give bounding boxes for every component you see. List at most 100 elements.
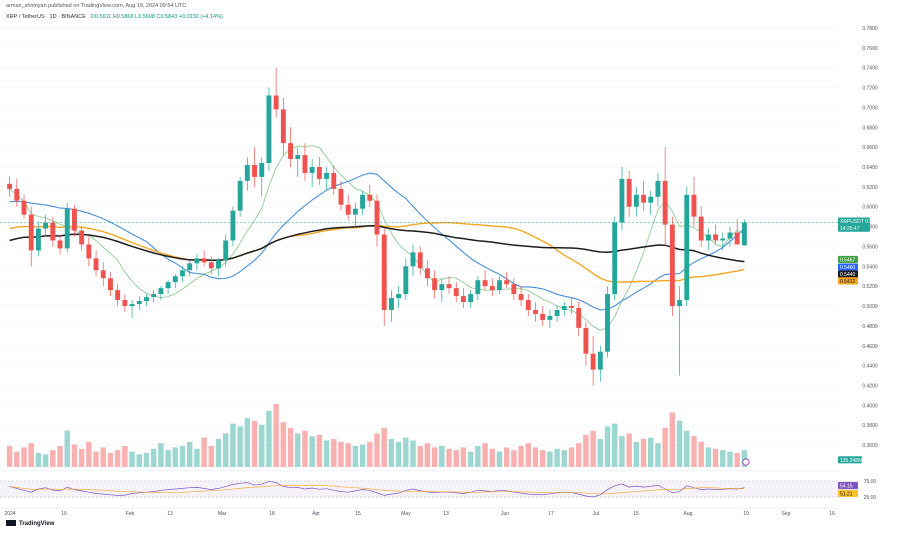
volume-bar — [122, 446, 128, 467]
candle-body — [144, 297, 149, 302]
alert-icon[interactable]: ↓ — [742, 458, 750, 466]
candle-body — [612, 222, 618, 295]
candle-body — [79, 230, 85, 245]
rsi-ma-tag: 51.21 — [838, 489, 858, 497]
volume-bar — [309, 436, 315, 467]
volume-bar — [21, 447, 27, 467]
candle-body — [583, 327, 589, 354]
price-tick-label: 0.5200 — [862, 284, 878, 290]
candle-body — [424, 268, 430, 279]
candle-body — [57, 240, 63, 249]
volume-bar — [50, 450, 56, 467]
volume-bar — [640, 439, 647, 467]
candle-body — [165, 282, 171, 289]
candle-body — [71, 208, 77, 231]
volume-bar — [374, 433, 380, 467]
volume-bar — [345, 443, 351, 467]
volume-bar — [460, 447, 467, 467]
candle-body — [374, 200, 380, 235]
tradingview-logo-icon — [6, 520, 16, 526]
interval-label[interactable]: 1D — [49, 14, 57, 20]
candle-body — [504, 280, 510, 285]
volume-bar — [331, 439, 337, 467]
candle-body — [50, 222, 56, 241]
volume-bar — [648, 437, 654, 467]
candle-body — [230, 210, 236, 241]
volume-bar — [467, 451, 474, 467]
volume-bar — [295, 433, 301, 467]
volume-bar — [525, 443, 532, 467]
candle-body — [518, 294, 524, 301]
candle-body — [223, 240, 229, 261]
candle-body — [324, 172, 330, 179]
volume-bar — [568, 447, 575, 467]
candle-body — [705, 234, 711, 241]
time-tick-label: Jul — [593, 511, 599, 517]
volume-bar — [424, 443, 431, 467]
time-tick-label: 15 — [633, 511, 639, 517]
price-axis[interactable]: 0.7800 0.7600 0.7400 0.7200 0.7000 0.6800 0.66… — [862, 26, 878, 501]
candle-body — [482, 280, 488, 287]
candle-body — [641, 194, 646, 203]
volume-bar — [143, 453, 150, 467]
candle-body — [194, 258, 200, 264]
rsi-ma-line — [9, 485, 745, 495]
price-tick-label: 0.3800 — [862, 423, 878, 429]
volume-bar — [251, 420, 258, 467]
volume-bar — [662, 427, 668, 467]
candle-body — [237, 180, 243, 211]
ma-black-tag-bg — [838, 270, 858, 278]
volume-bar — [215, 439, 222, 467]
volume-bar — [186, 441, 193, 467]
candle-body — [432, 278, 438, 291]
exchange-label: BINANCE — [61, 14, 86, 20]
volume-bar — [165, 450, 171, 467]
candle-body — [86, 244, 92, 259]
price-tick-label: 0.4200 — [862, 383, 878, 389]
symbol-name[interactable]: XRP / TetherUS — [6, 14, 45, 20]
price-tick-label: 0.6600 — [862, 145, 878, 151]
candle-body — [151, 294, 157, 298]
candle-body — [403, 266, 409, 295]
price-tick-label: 0.7200 — [862, 86, 878, 92]
volume-bar — [691, 436, 697, 467]
symbol-tag: XRPUSDT 0.5843 — [838, 217, 881, 225]
candle-body — [410, 252, 416, 267]
time-tick-label: 13 — [167, 511, 173, 517]
candle-body — [662, 180, 668, 225]
rsi-ma-tag-text: 51.21 — [840, 491, 853, 497]
time-tick-label: Mar — [218, 511, 227, 517]
rsi-band — [0, 481, 838, 497]
ma-blue-line — [9, 172, 745, 311]
price-tick-label: 0.3600 — [862, 443, 878, 449]
candle-body — [129, 304, 135, 307]
ma-blue-tag-text: 0.5460 — [840, 265, 856, 271]
candle-body — [655, 180, 661, 197]
candle-body — [64, 208, 70, 249]
ma-fast-tag: 0.5467 — [838, 255, 858, 263]
volume-bar — [684, 430, 690, 467]
volume-bar — [676, 420, 683, 467]
candle-body — [468, 294, 474, 303]
volume-bar — [86, 441, 92, 467]
countdown-tag: 14:25:47 — [838, 224, 870, 232]
volume-bar — [280, 422, 287, 467]
candle-body — [115, 290, 121, 301]
candle-body — [309, 166, 315, 173]
volume-bar — [208, 446, 215, 467]
candle-body — [381, 234, 387, 310]
candle-body — [208, 262, 214, 269]
rsi-line — [9, 480, 745, 498]
volume-bar — [302, 430, 308, 467]
candle-body — [288, 143, 294, 160]
time-axis[interactable]: 2024 15 Feb 13 Mar 18 Apr 15 May 13 Jun 17 Jul 15 Aug 1… — [0, 507, 838, 517]
rsi-value-tag-bg — [838, 481, 858, 490]
volume-bar — [71, 444, 78, 467]
candle-body — [734, 232, 740, 245]
volume-bar — [114, 450, 121, 467]
candle-body — [158, 288, 164, 295]
candle-body — [561, 306, 567, 310]
volume-bar — [482, 443, 488, 467]
candle-body — [489, 286, 495, 291]
